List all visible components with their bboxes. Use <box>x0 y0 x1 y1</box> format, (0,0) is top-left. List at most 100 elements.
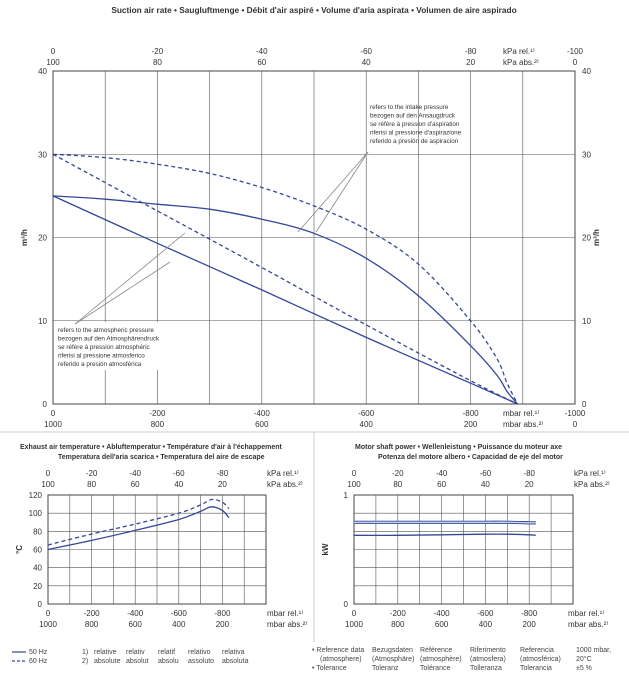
suction-ytick-label-right: 40 <box>582 67 591 76</box>
power-ytick-label: 0 <box>344 600 349 609</box>
note-1-en: relative <box>94 649 117 656</box>
suction-top-abs-tick: 100 <box>46 58 60 67</box>
ref-fr-1: Référence <box>420 647 453 654</box>
note-1-es: relativa <box>222 649 245 656</box>
suction-annotation-intake-leader <box>297 151 369 233</box>
ref-de-3: Toleranz <box>372 665 399 672</box>
suction-bottom-abs-tick: 0 <box>573 420 578 429</box>
suction-annotation-intake-leader <box>315 151 369 233</box>
exhaust-top-abs-unit: kPa abs.²⁾ <box>267 480 303 489</box>
exhaust-top-rel-tick: -60 <box>173 469 185 478</box>
note-2-de: absolut <box>126 658 149 665</box>
exhaust-title-line1: Exhaust air temperature • Abluftemperatu… <box>20 444 283 451</box>
power-bottom-abs-tick: 1000 <box>345 620 363 629</box>
ref-it-3: Tolleranza <box>470 665 502 672</box>
suction-annotation-atm-line: refers to the atmospheric pressure <box>58 327 154 334</box>
note-2-en: absolute <box>94 658 121 665</box>
ref-en-1: • Reference data <box>312 647 365 654</box>
suction-bottom-abs-tick: 1000 <box>44 420 62 429</box>
exhaust-bottom-abs-tick: 200 <box>216 620 230 629</box>
exhaust-top-rel-tick: 0 <box>46 469 51 478</box>
note-2-num: 2) <box>82 658 89 665</box>
note-2-it: assoluto <box>188 658 215 665</box>
suction-bottom-abs-tick: 400 <box>360 420 374 429</box>
note-1-it: relativo <box>188 649 211 656</box>
ref-de-1: Bezugsdaten <box>372 647 413 654</box>
exhaust-ytick-label: 40 <box>33 564 42 573</box>
charts-canvas: Suction air rate • Saugluftmenge • Débit… <box>0 5 629 642</box>
ref-val-3: ±5 % <box>576 665 592 672</box>
suction-annotation-atm-leader <box>74 232 186 325</box>
power-bottom-abs-tick: 400 <box>479 620 493 629</box>
suction-top-rel-tick: -20 <box>152 47 164 56</box>
suction-series-50-hz-absolute <box>52 195 518 405</box>
exhaust-series-60-hz <box>47 498 230 546</box>
suction-series-60-hz-absolute <box>52 153 518 405</box>
power-chart: 0 1 kW 0 -20 -40 -60 -80 100 80 60 40 20 kPa rel.¹⁾ kP… <box>321 469 610 629</box>
ref-it-2: (atmosfera) <box>470 656 506 663</box>
suction-ytick-label-right: 10 <box>582 317 591 326</box>
exhaust-bottom-abs-unit: mbar abs.²⁾ <box>267 620 307 629</box>
power-bottom-rel-tick: -400 <box>434 609 451 618</box>
suction-bottom-rel-tick: -400 <box>254 409 271 418</box>
exhaust-title-line2: Temperatura dell'aria scarica • Temperat… <box>58 454 265 461</box>
exhaust-top-rel-tick: -80 <box>217 469 229 478</box>
suction-annotation-atm-leader <box>74 261 171 325</box>
power-top-rel-tick: -20 <box>392 469 404 478</box>
power-ytick-label: 1 <box>344 491 349 500</box>
suction-ytick-label-right: 0 <box>582 400 587 409</box>
suction-series-60-hz-relative <box>52 153 519 405</box>
power-bottom-abs-tick: 800 <box>391 620 405 629</box>
power-top-abs-tick: 40 <box>481 480 490 489</box>
suction-top-abs-tick: 60 <box>257 58 266 67</box>
power-top-abs-tick: 20 <box>525 480 534 489</box>
exhaust-bottom-abs-tick: 800 <box>85 620 99 629</box>
ref-fr-3: Tolérance <box>420 665 451 672</box>
power-bottom-rel-tick: 0 <box>352 609 357 618</box>
power-bottom-abs-tick: 600 <box>435 620 449 629</box>
exhaust-top-abs-tick: 60 <box>131 480 140 489</box>
suction-ytick-label: 10 <box>38 317 47 326</box>
exhaust-bottom-rel-tick: -800 <box>214 609 231 618</box>
suction-bottom-rel-tick: -600 <box>358 409 375 418</box>
ref-val-2: 20°C <box>576 656 592 663</box>
suction-annotation-atm-line: bezogen auf den Atmosphärendruck <box>58 336 160 343</box>
exhaust-bottom-rel-tick: -200 <box>84 609 101 618</box>
exhaust-top-abs-tick: 80 <box>87 480 96 489</box>
exhaust-top-abs-tick: 100 <box>41 480 55 489</box>
exhaust-ytick-label: 80 <box>33 527 42 536</box>
ref-es-1: Referencia <box>520 647 554 654</box>
exhaust-ytick-label: 0 <box>38 600 43 609</box>
power-bottom-rel-tick: -600 <box>477 609 494 618</box>
suction-top-rel-tick: -80 <box>465 47 477 56</box>
exhaust-top-rel-tick: -40 <box>129 469 141 478</box>
power-bottom-rel-unit: mbar rel.¹⁾ <box>568 609 604 618</box>
power-top-rel-tick: -40 <box>436 469 448 478</box>
note-2-fr: absolu <box>158 658 179 665</box>
power-top-rel-tick: -80 <box>523 469 535 478</box>
legend-60hz-label: 60 Hz <box>29 658 48 665</box>
suction-bottom-rel-tick: 0 <box>51 409 56 418</box>
exhaust-ylabel: °C <box>15 545 24 554</box>
power-bottom-abs-unit: mbar abs.²⁾ <box>568 620 608 629</box>
exhaust-bottom-abs-tick: 600 <box>129 620 143 629</box>
suction-bottom-abs-tick: 800 <box>151 420 165 429</box>
ref-it-1: Riferimento <box>470 647 506 654</box>
exhaust-ytick-label: 120 <box>29 491 43 500</box>
suction-ytick-label: 0 <box>43 400 48 409</box>
power-series-50-hz <box>353 533 536 536</box>
power-top-rel-tick: -60 <box>480 469 492 478</box>
suction-top-rel-tick: -60 <box>360 47 372 56</box>
suction-top-abs-unit: kPa abs.²⁾ <box>503 58 539 67</box>
suction-ylabel-right: m³/h <box>592 229 601 246</box>
exhaust-top-rel-unit: kPa rel.¹⁾ <box>267 469 299 478</box>
note-2-es: absoluta <box>222 658 249 665</box>
exhaust-ytick-label: 20 <box>33 582 42 591</box>
suction-annotation-intake-line: refers to the intake pressure <box>370 104 449 111</box>
ref-en-3: • Tolerance <box>312 665 347 672</box>
exhaust-ytick-label: 60 <box>33 546 42 555</box>
exhaust-top-abs-tick: 20 <box>218 480 227 489</box>
power-bottom-rel-tick: -800 <box>521 609 538 618</box>
ref-es-3: Tolerancia <box>520 665 552 672</box>
